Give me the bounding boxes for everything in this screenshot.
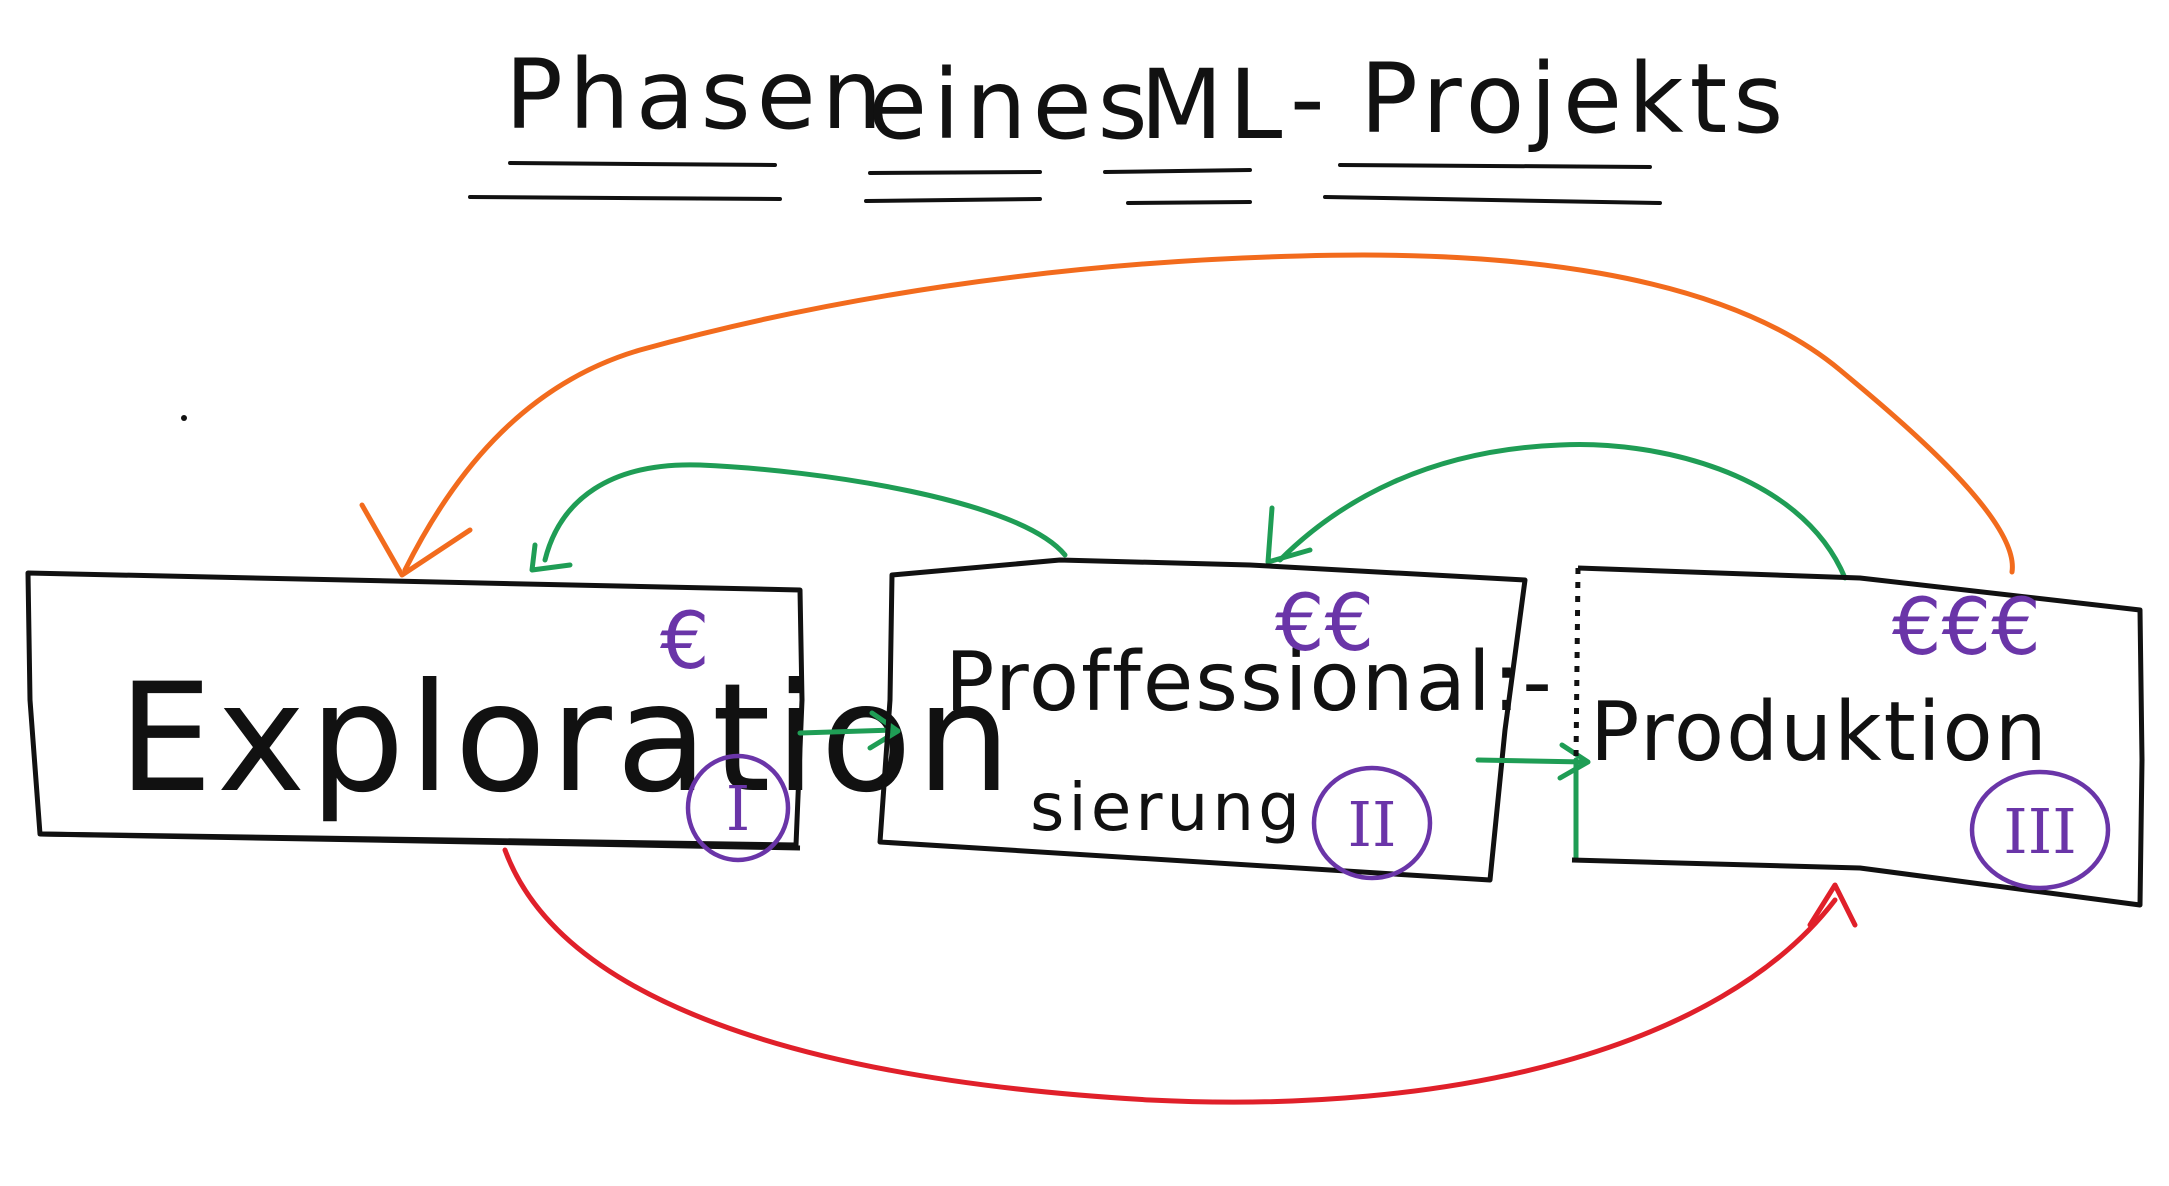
title-underline	[1126, 200, 1252, 205]
title-word-ml: ML	[1140, 49, 1288, 161]
phase-label-line1: Proffessional:-	[945, 635, 1554, 730]
phase-label-exploration: Exploration	[118, 652, 1015, 826]
title-word-eines: eines	[868, 49, 1154, 161]
phase-box-exploration: Exploration € I	[25, 570, 1015, 863]
title-underline	[508, 161, 777, 167]
phase-number-badge	[1969, 769, 2111, 891]
forward-arrow-exploration-to-professionalisierung	[797, 710, 901, 751]
title-underline	[468, 195, 782, 201]
cost-indicator: €	[660, 597, 710, 687]
cost-indicator: €€	[1275, 579, 1374, 669]
phase-number-badge	[685, 753, 791, 863]
skip-arrow-exploration-to-produktion	[502, 847, 1858, 1105]
phase-numeral: III	[2003, 795, 2076, 868]
title-underline	[868, 170, 1042, 175]
title-word-phasen: Phasen	[505, 39, 888, 151]
title-word-dash: -	[1290, 43, 1331, 155]
feedback-arrow-produktion-to-professionalisierung	[1265, 442, 1848, 581]
diagram-title: Phasen eines ML - Projekts	[468, 39, 1789, 205]
title-underline	[1338, 163, 1652, 169]
stray-dot	[181, 415, 187, 421]
phase-numeral: I	[726, 772, 751, 845]
forward-arrow-professionalisierung-to-produktion	[1475, 742, 1591, 861]
feedback-arrow-professionalisierung-to-exploration	[529, 462, 1068, 573]
phase-numeral: II	[1348, 788, 1397, 861]
title-underline	[1103, 168, 1252, 174]
phase-label-produktion: Produktion	[1590, 685, 2049, 780]
feedback-arrow-produktion-to-exploration	[359, 252, 2015, 578]
phase-number-badge	[1311, 765, 1433, 881]
cost-indicator: €€€	[1892, 583, 2041, 673]
title-underline	[1323, 195, 1662, 205]
phase-box-professionalisierung: Proffessional:- sierung €€ II	[877, 557, 1554, 883]
phase-label-line2: sierung	[1030, 769, 1304, 846]
title-word-projekts: Projekts	[1360, 43, 1789, 155]
phase-box-produktion: Produktion €€€ III	[1571, 565, 2145, 908]
title-underline	[864, 197, 1042, 203]
